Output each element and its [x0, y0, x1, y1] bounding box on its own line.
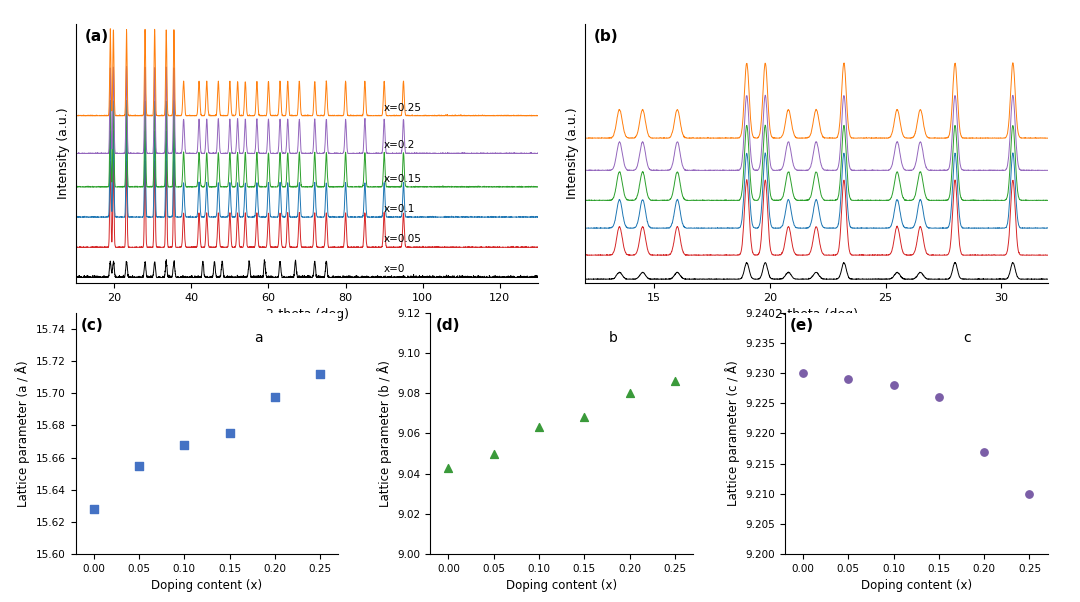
- Text: x=0.15: x=0.15: [384, 174, 422, 184]
- Point: [666, 376, 684, 386]
- Text: (e): (e): [791, 318, 814, 333]
- Y-axis label: Lattice parameter (b / Å): Lattice parameter (b / Å): [377, 360, 392, 507]
- Point: [85, 504, 103, 514]
- Point: [795, 368, 812, 378]
- Text: (c): (c): [81, 318, 104, 333]
- X-axis label: Doping content (x): Doping content (x): [507, 579, 617, 592]
- Text: a: a: [254, 331, 262, 345]
- Point: [440, 463, 457, 473]
- Text: x=0.2: x=0.2: [384, 140, 416, 150]
- Y-axis label: Lattice parameter (c / Å): Lattice parameter (c / Å): [725, 361, 740, 506]
- Point: [975, 447, 993, 456]
- Text: b: b: [609, 331, 618, 345]
- Point: [267, 392, 284, 402]
- Point: [576, 412, 593, 422]
- Point: [485, 448, 502, 458]
- Y-axis label: Intensity (a.u.): Intensity (a.u.): [566, 108, 579, 199]
- Point: [930, 393, 947, 402]
- Point: [621, 388, 638, 398]
- Point: [839, 374, 856, 384]
- Point: [885, 380, 902, 390]
- Text: (d): (d): [435, 318, 460, 333]
- Text: x=0.1: x=0.1: [384, 204, 416, 214]
- Text: x=0.25: x=0.25: [384, 102, 422, 113]
- Text: (b): (b): [594, 29, 619, 45]
- X-axis label: Doping content (x): Doping content (x): [151, 579, 262, 592]
- Y-axis label: Lattice parameter (a / Å): Lattice parameter (a / Å): [15, 360, 30, 507]
- Point: [131, 461, 148, 470]
- Point: [176, 440, 193, 450]
- Text: c: c: [963, 331, 971, 345]
- X-axis label: Doping content (x): Doping content (x): [861, 579, 972, 592]
- Point: [311, 369, 328, 379]
- Y-axis label: Intensity (a.u.): Intensity (a.u.): [57, 108, 70, 199]
- X-axis label: 2-theta (deg): 2-theta (deg): [774, 308, 858, 321]
- Point: [221, 429, 239, 438]
- Point: [530, 423, 548, 432]
- Point: [1021, 489, 1038, 498]
- Text: x=0.05: x=0.05: [384, 234, 422, 244]
- Text: x=0: x=0: [384, 264, 406, 275]
- X-axis label: 2-theta (deg): 2-theta (deg): [266, 308, 349, 321]
- Text: (a): (a): [85, 29, 109, 45]
